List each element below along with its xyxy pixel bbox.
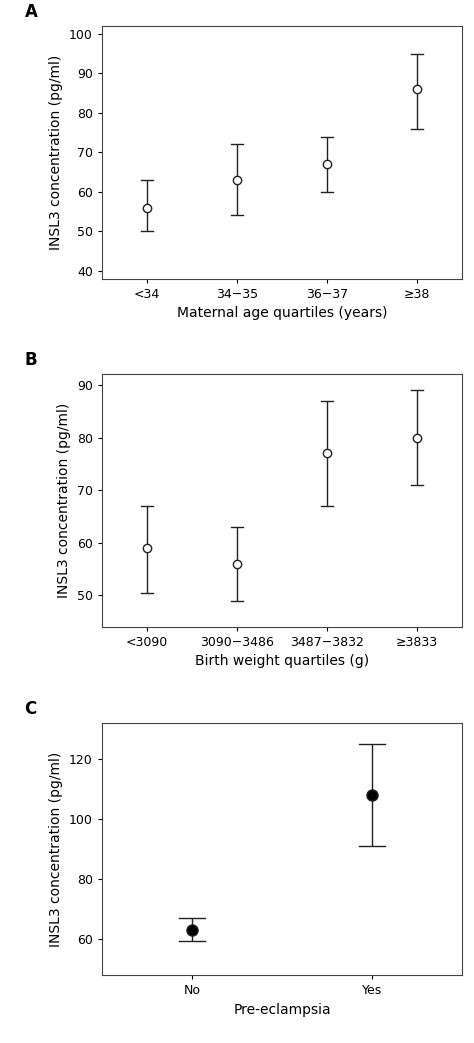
X-axis label: Birth weight quartiles (g): Birth weight quartiles (g): [195, 654, 369, 669]
X-axis label: Maternal age quartiles (years): Maternal age quartiles (years): [177, 306, 387, 320]
Text: A: A: [25, 3, 37, 21]
Text: C: C: [25, 700, 36, 718]
Y-axis label: INSL3 concentration (pg/ml): INSL3 concentration (pg/ml): [49, 54, 64, 250]
Y-axis label: INSL3 concentration (pg/ml): INSL3 concentration (pg/ml): [57, 403, 71, 599]
Y-axis label: INSL3 concentration (pg/ml): INSL3 concentration (pg/ml): [49, 751, 64, 947]
X-axis label: Pre-eclampsia: Pre-eclampsia: [233, 1002, 331, 1017]
Text: B: B: [25, 351, 37, 369]
